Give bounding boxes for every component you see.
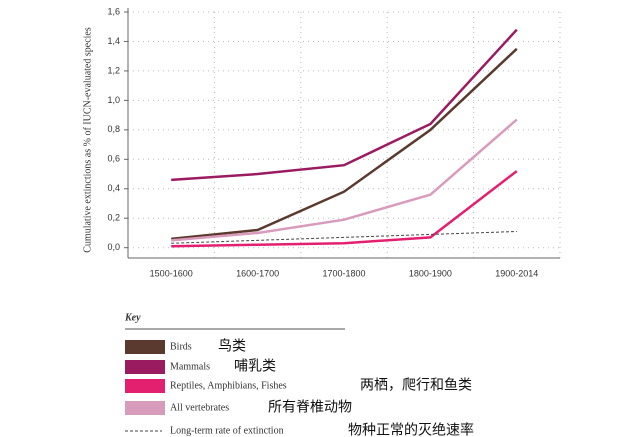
y-tick-label: 0,0	[107, 242, 120, 252]
legend-swatch	[125, 340, 165, 354]
legend-swatch	[125, 360, 165, 374]
legend-translation: 两栖，爬行和鱼类	[360, 377, 472, 393]
y-tick-label: 1,6	[107, 6, 120, 16]
x-tick-label: 1500-1600	[150, 268, 193, 278]
legend-label: All vertebrates	[170, 402, 229, 413]
legend-title: Key	[124, 312, 141, 323]
y-tick-label: 1,2	[107, 65, 120, 75]
legend-label: Mammals	[170, 361, 210, 372]
x-tick-label: 1800-1900	[409, 268, 452, 278]
x-tick-label: 1900-2014	[495, 268, 538, 278]
legend-translation: 所有脊椎动物	[268, 399, 352, 415]
y-tick-label: 0,4	[107, 183, 120, 193]
legend-label: Reptiles, Amphibians, Fishes	[170, 380, 287, 391]
legend-label: Long-term rate of extinction	[170, 425, 284, 436]
series-line	[171, 230, 517, 244]
legend-swatch	[125, 379, 165, 393]
y-tick-label: 0,2	[107, 213, 120, 223]
series-line	[171, 28, 518, 182]
legend-translation: 哺乳类	[234, 358, 276, 374]
legend-translation: 鸟类	[218, 338, 246, 354]
legend-translation: 物种正常的灭绝速率	[348, 422, 474, 437]
y-axis-label: Cumulative extinctions as % of IUCN-eval…	[82, 27, 93, 253]
legend-swatch	[125, 401, 165, 415]
y-tick-label: 1,4	[107, 36, 120, 46]
y-tick-label: 0,6	[107, 154, 120, 164]
legend-label: Birds	[170, 341, 192, 352]
x-tick-label: 1700-1800	[322, 268, 365, 278]
y-tick-label: 0,8	[107, 124, 120, 134]
x-tick-label: 1600-1700	[236, 268, 279, 278]
series-line	[171, 47, 518, 241]
y-tick-label: 1,0	[107, 95, 120, 105]
series-line	[171, 170, 518, 248]
series-line	[171, 118, 518, 242]
